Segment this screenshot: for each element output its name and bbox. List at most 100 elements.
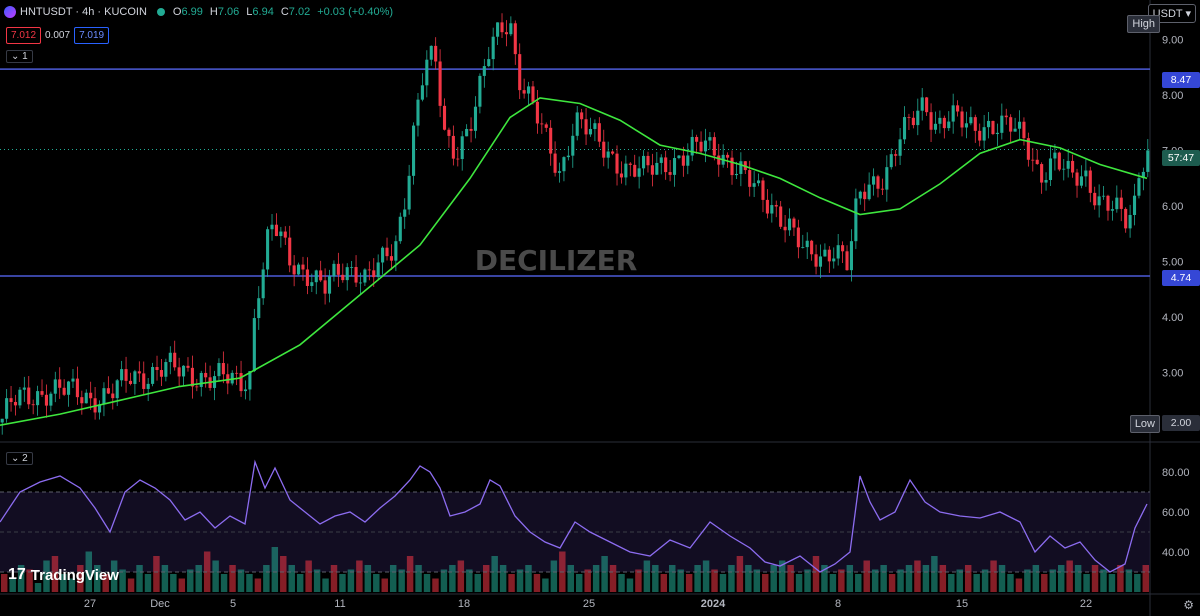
volume-bar bbox=[364, 565, 372, 592]
volume-bar bbox=[592, 565, 600, 592]
candle bbox=[757, 180, 761, 184]
symbol-header: HNTUSDT · 4h · KUCOIN O6.99 H7.06 L6.94 … bbox=[4, 6, 393, 18]
candle bbox=[739, 161, 743, 174]
spread-value: 0.007 bbox=[45, 30, 71, 41]
candle bbox=[611, 151, 615, 154]
candle bbox=[460, 136, 464, 160]
symbol-title[interactable]: HNTUSDT · 4h · KUCOIN bbox=[20, 6, 147, 18]
candle bbox=[288, 237, 292, 266]
chevron-down-icon: ⌄ bbox=[11, 453, 20, 464]
candle bbox=[1119, 197, 1123, 209]
candle bbox=[642, 155, 646, 169]
candle bbox=[239, 373, 243, 392]
candle bbox=[442, 105, 447, 130]
volume-bar bbox=[694, 565, 701, 592]
exchange-logo-icon bbox=[4, 6, 16, 18]
candle bbox=[1079, 176, 1083, 186]
candle bbox=[394, 241, 398, 261]
candle bbox=[947, 121, 951, 129]
tradingview-branding[interactable]: 17 TradingView bbox=[8, 566, 119, 584]
candle bbox=[44, 394, 48, 406]
candle bbox=[429, 45, 433, 60]
rsi-tick-label: 40.00 bbox=[1162, 547, 1190, 559]
time-tick-label: 25 bbox=[583, 598, 595, 610]
candle bbox=[527, 86, 531, 94]
candle bbox=[1146, 150, 1150, 172]
ohlc-open: O6.99 bbox=[172, 6, 203, 18]
candle bbox=[522, 90, 526, 94]
volume-bar bbox=[271, 547, 279, 592]
candle bbox=[916, 110, 920, 126]
time-tick-label: 27 bbox=[84, 598, 96, 610]
candle bbox=[531, 86, 535, 102]
candle bbox=[53, 379, 57, 394]
candle bbox=[89, 392, 93, 399]
rsi-pane-collapse-button[interactable]: ⌄ 2 bbox=[6, 452, 33, 465]
candle bbox=[97, 404, 102, 413]
volume-bar bbox=[745, 565, 752, 592]
gear-icon[interactable]: ⚙ bbox=[1183, 598, 1194, 612]
candle bbox=[925, 97, 929, 113]
candle bbox=[920, 97, 924, 111]
volume-bar bbox=[144, 574, 152, 592]
candle bbox=[385, 247, 389, 257]
volume-bar bbox=[516, 569, 524, 592]
volume-bar bbox=[389, 565, 397, 592]
candle bbox=[1066, 160, 1070, 169]
candle bbox=[350, 267, 354, 268]
tradingview-logo-icon: 17 bbox=[8, 566, 26, 583]
volume-bar bbox=[229, 565, 236, 592]
candle bbox=[500, 22, 504, 33]
volume-bar bbox=[542, 578, 549, 592]
candle bbox=[159, 370, 163, 377]
candle bbox=[67, 381, 71, 395]
candle bbox=[332, 263, 336, 277]
volume-bar bbox=[1142, 565, 1149, 592]
candle bbox=[1084, 170, 1088, 177]
volume-bar bbox=[77, 565, 84, 592]
candle bbox=[173, 352, 177, 368]
candle bbox=[1137, 178, 1141, 196]
volume-bar bbox=[203, 551, 211, 592]
volume-bar bbox=[263, 565, 270, 592]
volume-bar bbox=[728, 565, 735, 592]
volume-bar bbox=[415, 565, 422, 592]
time-tick-label: 5 bbox=[230, 598, 236, 610]
candle bbox=[995, 132, 999, 135]
candle bbox=[336, 263, 340, 275]
volume-bar bbox=[914, 560, 921, 592]
volume-bar bbox=[948, 574, 955, 592]
candle bbox=[5, 398, 9, 419]
candle bbox=[726, 154, 730, 158]
candle bbox=[120, 369, 124, 381]
volume-bar bbox=[17, 565, 25, 592]
candle bbox=[504, 32, 508, 35]
volume-bar bbox=[305, 560, 312, 592]
candle bbox=[1048, 158, 1053, 181]
sell-price-button[interactable]: 7.012 bbox=[6, 27, 42, 44]
volume-bar bbox=[1074, 565, 1082, 592]
volume-bars bbox=[1, 547, 1149, 592]
candle bbox=[487, 59, 491, 67]
volume-bar bbox=[1134, 574, 1141, 592]
volume-bar bbox=[584, 569, 591, 592]
candle bbox=[217, 363, 221, 377]
candle bbox=[420, 85, 424, 100]
candle bbox=[146, 383, 150, 389]
low-value-tag: 2.00 bbox=[1162, 415, 1200, 431]
countdown-tag: 57:47 bbox=[1162, 150, 1200, 166]
candle bbox=[615, 153, 619, 174]
volume-bar bbox=[973, 574, 980, 592]
candle bbox=[752, 183, 756, 187]
volume-bar bbox=[669, 565, 676, 592]
candle bbox=[987, 120, 991, 128]
main-pane-collapse-button[interactable]: ⌄ 1 bbox=[6, 50, 33, 63]
volume-bar bbox=[939, 565, 947, 592]
buy-price-button[interactable]: 7.019 bbox=[74, 27, 110, 44]
volume-bar bbox=[119, 569, 126, 592]
candle bbox=[376, 262, 380, 278]
volume-bar bbox=[491, 556, 498, 592]
candle bbox=[248, 371, 252, 390]
volume-bar bbox=[280, 556, 287, 592]
